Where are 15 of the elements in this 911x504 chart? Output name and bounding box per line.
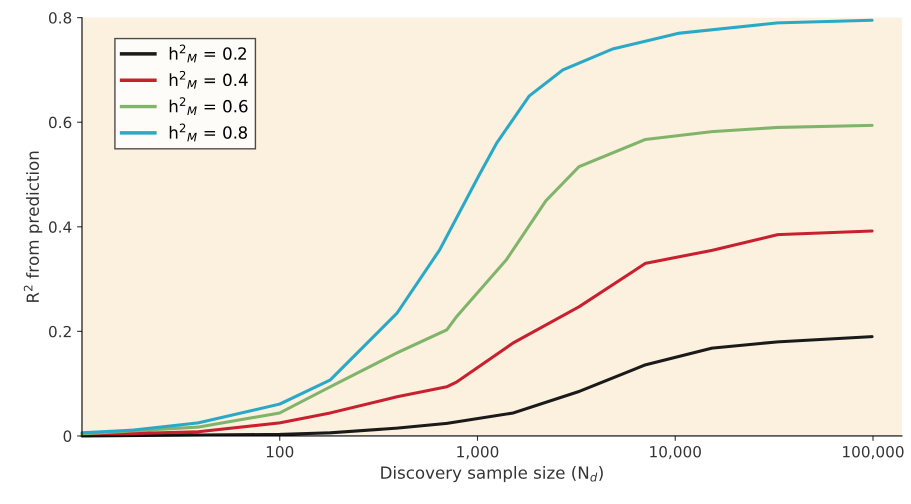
x-tick-label: 1,000 <box>457 446 498 460</box>
x-tick-label: 10,000 <box>650 446 701 460</box>
y-axis-title: R$^{2}$ from prediction <box>24 152 42 302</box>
legend-label: h$^{2}$$_{M}$ = 0.2 <box>170 44 246 62</box>
y-tick-label: 0.4 <box>48 221 72 233</box>
x-axis-title: Discovery sample size (N$_{d}$) <box>381 466 603 482</box>
legend-label: h$^{2}$$_{M}$ = 0.6 <box>170 97 248 115</box>
x-tick-label: 100 <box>266 446 294 458</box>
y-tick-label: 0 <box>64 430 72 442</box>
y-tick-label: 0.2 <box>48 326 71 338</box>
legend-label: h$^{2}$$_{M}$ = 0.4 <box>170 70 248 89</box>
x-tick-label: 100,000 <box>843 446 904 460</box>
legend-label: h$^{2}$$_{M}$ = 0.8 <box>170 124 248 142</box>
y-tick-label: 0.6 <box>48 116 72 128</box>
y-tick-label: 0.8 <box>48 12 72 24</box>
